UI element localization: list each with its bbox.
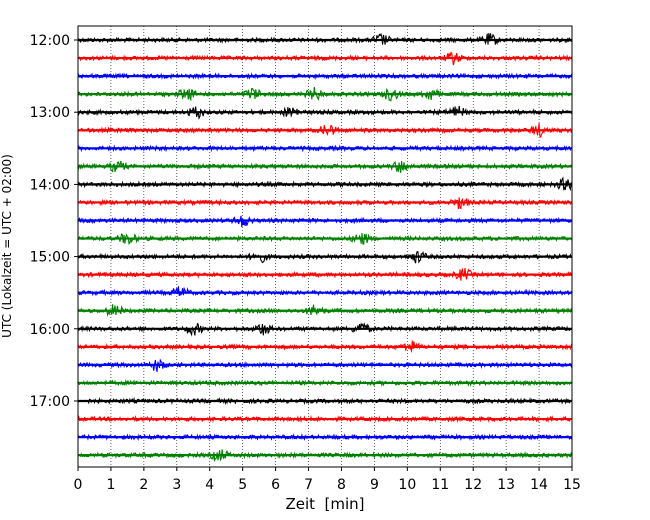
y-tick-label-1300: 13:00 [30,105,70,121]
x-tick-label-6: 6 [271,477,280,493]
plot-frame [77,25,573,468]
y-tick-label-1700: 17:00 [30,394,70,410]
x-tick-label-1: 1 [106,477,115,493]
y-axis: 12:00 13:00 14:00 15:00 16:00 17:00 [30,33,78,410]
x-tick-label-0: 0 [74,477,83,493]
y-tick-label-1400: 14:00 [30,177,70,193]
y-tick-label-1600: 16:00 [30,322,70,338]
x-tick-label-14: 14 [530,477,548,493]
x-tick-label-15: 15 [563,477,581,493]
x-tick-label-12: 12 [464,477,482,493]
x-tick-label-3: 3 [172,477,181,493]
y-tick-label-1500: 15:00 [30,250,70,266]
x-axis-label: Zeit [min] [285,495,364,513]
x-tick-label-10: 10 [398,477,416,493]
x-tick-label-11: 11 [431,477,449,493]
y-axis-label: UTC (Lokalzeit = UTC + 02:00) [0,154,14,338]
x-tick-label-7: 7 [304,477,313,493]
x-tick-label-5: 5 [238,477,247,493]
trace-layer [77,32,573,463]
x-axis: 0 1 2 3 4 5 6 7 8 9 10 11 12 13 14 15 [74,467,581,493]
x-tick-label-13: 13 [497,477,515,493]
x-tick-label-2: 2 [139,477,148,493]
x-tick-label-9: 9 [370,477,379,493]
x-tick-label-8: 8 [337,477,346,493]
y-tick-label-1200: 12:00 [30,33,70,49]
x-tick-label-4: 4 [205,477,214,493]
